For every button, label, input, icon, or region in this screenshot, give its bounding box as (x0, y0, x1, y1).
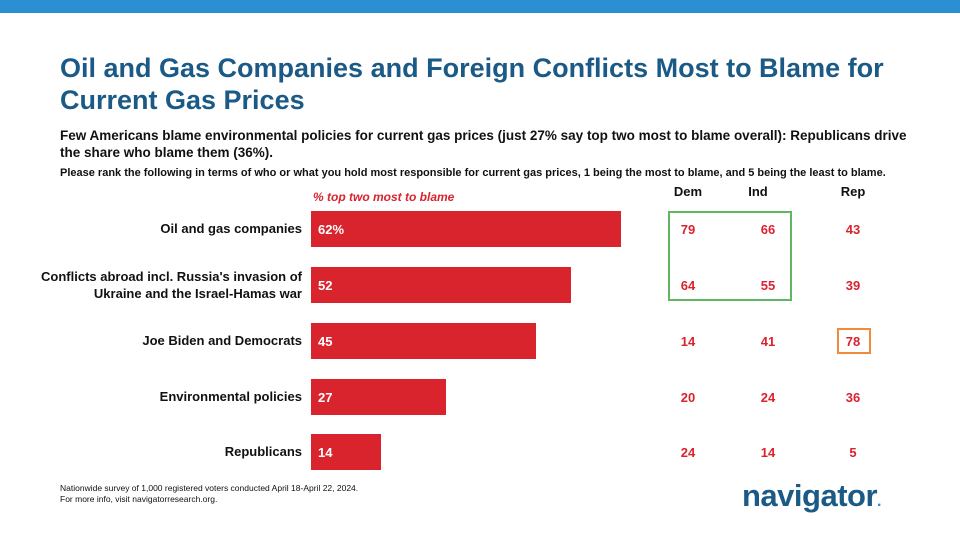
category-label-environmental: Environmental policies (159, 389, 302, 404)
table-cell-rep: 5 (849, 445, 856, 460)
table-cell-dem: 79 (681, 222, 695, 237)
category-label-conflicts: Conflicts abroad incl. Russia's invasion… (41, 269, 302, 301)
table-cell-rep: 78 (846, 334, 860, 349)
table-cell-rep: 39 (846, 278, 860, 293)
bar-joe-biden-and-democrats (311, 323, 536, 359)
category-label-oil-gas: Oil and gas companies (160, 221, 302, 236)
table-cell-dem: 20 (681, 390, 695, 405)
table-cell-ind: 41 (761, 334, 775, 349)
logo-text: navigator (742, 478, 878, 513)
bar-conflicts-abroad-incl-russia-s (311, 267, 571, 303)
bar-value-label: 14 (318, 445, 333, 460)
column-header-dem: Dem (673, 184, 703, 199)
table-cell-ind: 55 (761, 278, 775, 293)
bar-oil-and-gas-companies (311, 211, 621, 247)
bar-value-label: 27 (318, 390, 332, 405)
table-cell-dem: 24 (681, 445, 696, 460)
column-header-ind: Ind (748, 184, 768, 199)
table-cell-ind: 14 (761, 445, 776, 460)
table-cell-ind: 24 (761, 390, 776, 405)
chart-series-label: % top two most to blame (313, 190, 455, 204)
category-label-republicans: Republicans (224, 444, 302, 459)
bar-republicans (311, 434, 381, 470)
column-header-rep: Rep (840, 184, 866, 199)
highlight-box-dem-ind (668, 211, 792, 301)
footnote-line-2: For more info, visit navigatorresearch.o… (60, 494, 218, 504)
slide-subtitle: Few Americans blame environmental polici… (60, 128, 907, 160)
highlight-box-rep (837, 328, 871, 354)
survey-question: Please rank the following in terms of wh… (60, 167, 886, 179)
table-cell-ind: 66 (761, 222, 775, 237)
logo-dot: . (877, 493, 881, 510)
bar-value-label: 45 (318, 334, 332, 349)
table-cell-dem: 64 (681, 278, 696, 293)
table-cell-rep: 36 (846, 390, 860, 405)
table-cell-rep: 43 (846, 222, 860, 237)
bar-value-label: 52 (318, 278, 332, 293)
footnote: Nationwide survey of 1,000 registered vo… (60, 483, 358, 505)
table-cell-dem: 14 (681, 334, 696, 349)
navigator-logo: navigator. (742, 478, 881, 514)
top-accent-bar (0, 0, 960, 13)
bar-value-label: 62% (318, 222, 344, 237)
bar-environmental-policies (311, 379, 446, 415)
slide-title: Oil and Gas Companies and Foreign Confli… (60, 53, 884, 115)
footnote-line-1: Nationwide survey of 1,000 registered vo… (60, 483, 359, 493)
category-label-biden-democrats: Joe Biden and Democrats (142, 333, 302, 348)
